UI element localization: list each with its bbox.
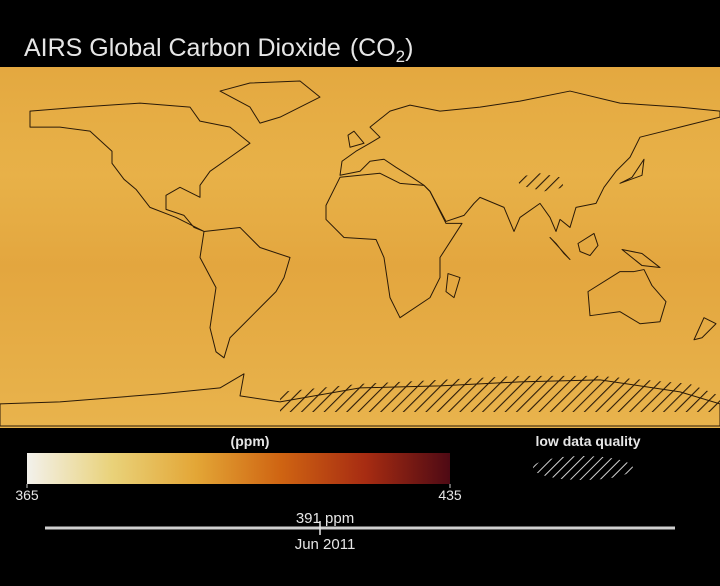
- date: Jun 2011: [295, 536, 356, 553]
- colorbar-ticks: 365 435: [15, 484, 462, 503]
- new-zealand: [693, 317, 717, 341]
- colorbar-unit: (ppm): [231, 433, 270, 449]
- low-quality-area: [516, 173, 564, 192]
- colorbar: [27, 453, 450, 484]
- title: AIRS Global Carbon Dioxide (CO2): [24, 34, 413, 66]
- australia: [587, 269, 667, 325]
- reading: 391 ppm: [296, 510, 354, 527]
- low-quality-area: [280, 375, 720, 412]
- borneo: [577, 232, 599, 257]
- map: [0, 67, 720, 428]
- new-guinea: [621, 249, 661, 269]
- sumatra: [549, 236, 571, 261]
- colorbar-tick-label: 435: [438, 487, 462, 503]
- japan: [619, 158, 645, 184]
- greenland: [219, 80, 321, 124]
- britain: [347, 130, 365, 148]
- colorbar-tick-label: 365: [15, 487, 39, 503]
- legend-label: low data quality: [535, 433, 640, 449]
- south-america: [199, 226, 291, 359]
- africa: [325, 172, 463, 319]
- map-shading: [0, 67, 720, 428]
- madagascar: [445, 273, 461, 299]
- legend-hatch: [533, 456, 633, 480]
- north-america: [29, 102, 251, 232]
